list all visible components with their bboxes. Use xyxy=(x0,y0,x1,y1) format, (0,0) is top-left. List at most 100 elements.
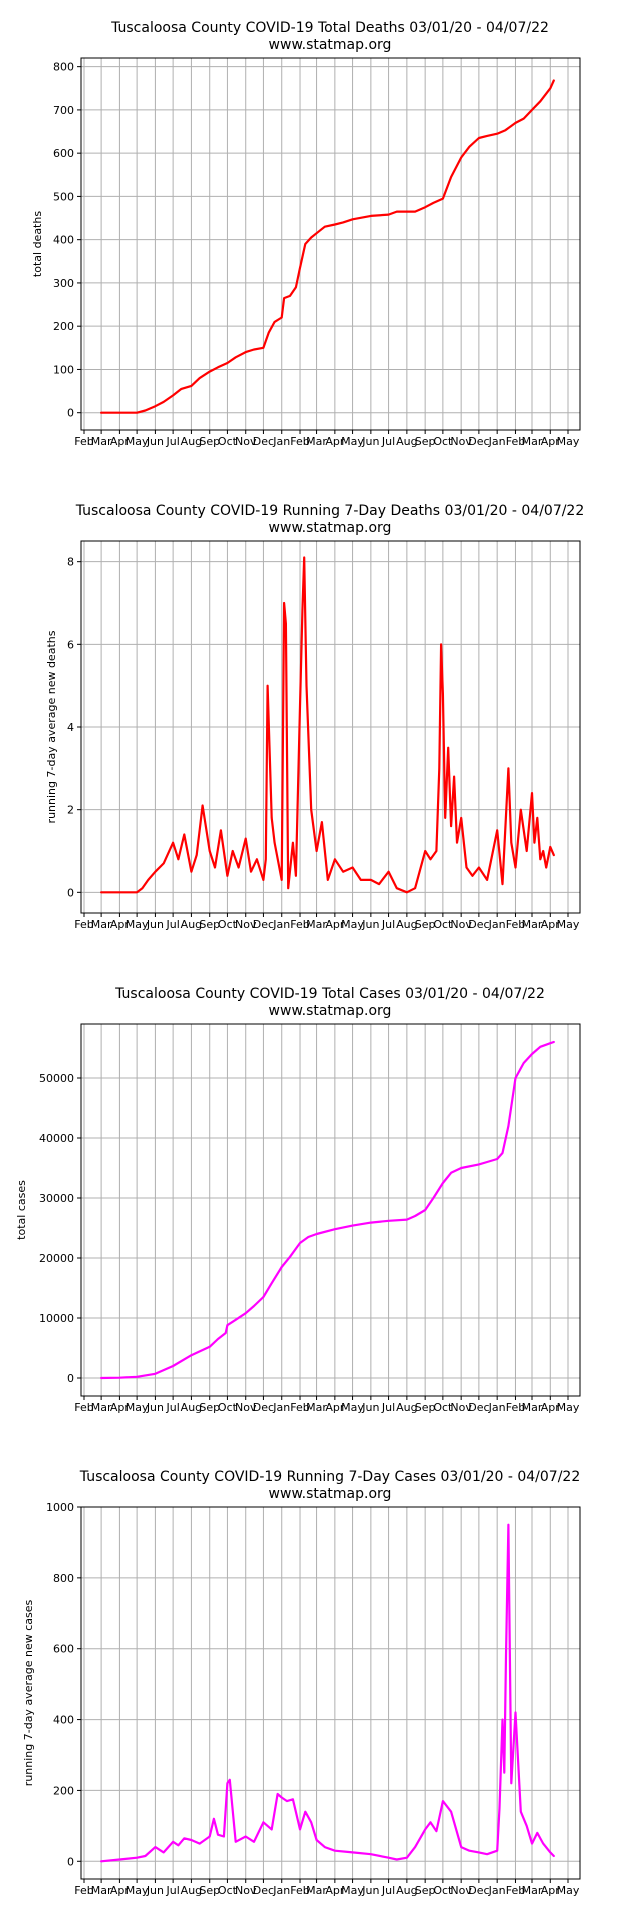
x-tick-label: Dec xyxy=(468,435,489,448)
x-tick-label: Oct xyxy=(433,918,453,931)
x-tick-label: Apr xyxy=(110,435,130,448)
chart-subtitle: www.statmap.org xyxy=(269,37,392,53)
x-tick-label: Jun xyxy=(146,1884,164,1897)
x-tick-label: May xyxy=(557,918,580,931)
x-tick-label: May xyxy=(126,918,149,931)
x-tick-label: Mar xyxy=(91,1884,112,1897)
y-tick-label: 1000 xyxy=(46,1501,74,1514)
plot-frame xyxy=(80,1506,581,1880)
x-tick-label: May xyxy=(126,435,149,448)
x-tick-label: Mar xyxy=(91,435,112,448)
y-tick-label: 0 xyxy=(67,1855,74,1868)
x-tick-label: Nov xyxy=(235,1401,257,1414)
series-line xyxy=(99,1040,555,1380)
x-tick-label: May xyxy=(557,435,580,448)
x-tick-label: Jan xyxy=(272,1401,290,1414)
x-tick-label: Oct xyxy=(433,435,453,448)
x-tick-label: Sep xyxy=(199,918,220,931)
chart-title: Tuscaloosa County COVID-19 Total Cases 0… xyxy=(114,986,545,1002)
chart-total-cases: Tuscaloosa County COVID-19 Total Cases 0… xyxy=(15,986,581,1414)
x-tick-label: Jul xyxy=(381,435,395,448)
chart-title: Tuscaloosa County COVID-19 Running 7-Day… xyxy=(75,503,585,519)
plot-frame xyxy=(80,540,581,914)
x-tick-label: Jan xyxy=(272,1884,290,1897)
y-tick-label: 800 xyxy=(53,1572,74,1585)
x-tick-label: Sep xyxy=(415,1401,436,1414)
x-tick-label: Jun xyxy=(361,1401,379,1414)
x-tick-label: Jan xyxy=(488,1401,506,1414)
series-line xyxy=(99,79,555,414)
x-tick-label: Nov xyxy=(450,918,472,931)
plot-frame xyxy=(80,57,581,431)
x-tick-label: Apr xyxy=(325,1884,345,1897)
x-tick-label: Jun xyxy=(361,918,379,931)
x-tick-label: Apr xyxy=(325,1401,345,1414)
y-tick-label: 200 xyxy=(53,320,74,333)
x-tick-label: Aug xyxy=(181,918,202,931)
chart-title: Tuscaloosa County COVID-19 Running 7-Day… xyxy=(79,1469,580,1485)
x-tick-label: May xyxy=(341,918,364,931)
x-tick-label: Oct xyxy=(218,435,238,448)
x-tick-label: Oct xyxy=(218,1401,238,1414)
x-tick-label: Feb xyxy=(506,1884,525,1897)
chart-total-deaths: Tuscaloosa County COVID-19 Total Deaths … xyxy=(31,20,581,448)
x-tick-label: May xyxy=(341,435,364,448)
x-tick-label: Sep xyxy=(415,435,436,448)
y-tick-label: 600 xyxy=(53,1643,74,1656)
y-axis-label: total cases xyxy=(15,1180,28,1240)
x-tick-label: Dec xyxy=(468,1401,489,1414)
x-tick-label: Mar xyxy=(522,1884,543,1897)
x-tick-label: Apr xyxy=(110,1401,130,1414)
x-tick-label: Nov xyxy=(235,435,257,448)
chart-title: Tuscaloosa County COVID-19 Total Deaths … xyxy=(110,20,549,36)
x-tick-label: Aug xyxy=(396,918,417,931)
x-tick-label: Feb xyxy=(506,1401,525,1414)
x-tick-label: Nov xyxy=(235,1884,257,1897)
x-tick-label: Sep xyxy=(199,1401,220,1414)
x-tick-label: Feb xyxy=(506,918,525,931)
x-tick-label: Aug xyxy=(396,1401,417,1414)
x-tick-label: Jan xyxy=(488,435,506,448)
x-tick-label: May xyxy=(341,1884,364,1897)
x-tick-label: Nov xyxy=(450,1884,472,1897)
x-tick-label: Aug xyxy=(181,435,202,448)
y-tick-label: 0 xyxy=(67,1372,74,1385)
x-tick-label: Oct xyxy=(218,1884,238,1897)
x-tick-label: Feb xyxy=(74,1884,93,1897)
y-axis-label: running 7-day average new cases xyxy=(22,1600,35,1787)
x-tick-label: Jan xyxy=(272,435,290,448)
x-tick-label: May xyxy=(126,1401,149,1414)
x-tick-label: Dec xyxy=(468,918,489,931)
chart-running-deaths: Tuscaloosa County COVID-19 Running 7-Day… xyxy=(45,503,584,931)
y-tick-label: 600 xyxy=(53,147,74,160)
x-tick-label: Apr xyxy=(541,435,561,448)
x-tick-label: Jun xyxy=(146,918,164,931)
x-tick-label: Sep xyxy=(199,1884,220,1897)
x-tick-label: Sep xyxy=(199,435,220,448)
x-tick-label: Nov xyxy=(450,435,472,448)
y-axis-label: running 7-day average new deaths xyxy=(45,630,58,823)
x-tick-label: Mar xyxy=(306,435,327,448)
y-tick-label: 400 xyxy=(53,1714,74,1727)
x-tick-label: Dec xyxy=(253,1401,274,1414)
x-tick-label: May xyxy=(557,1401,580,1414)
x-tick-label: Mar xyxy=(91,1401,112,1414)
x-tick-label: Aug xyxy=(181,1401,202,1414)
y-tick-label: 10000 xyxy=(39,1312,74,1325)
x-tick-label: Dec xyxy=(253,1884,274,1897)
x-tick-label: Jul xyxy=(165,435,179,448)
y-tick-label: 40000 xyxy=(39,1132,74,1145)
chart-running-cases: Tuscaloosa County COVID-19 Running 7-Day… xyxy=(22,1469,581,1897)
x-tick-label: Jun xyxy=(361,435,379,448)
x-tick-label: Jun xyxy=(146,1401,164,1414)
y-tick-label: 4 xyxy=(67,721,74,734)
x-tick-label: Aug xyxy=(396,435,417,448)
y-tick-label: 400 xyxy=(53,234,74,247)
x-tick-label: Jul xyxy=(165,1884,179,1897)
x-tick-label: Jul xyxy=(381,1884,395,1897)
y-tick-label: 6 xyxy=(67,638,74,651)
x-tick-label: Jul xyxy=(165,1401,179,1414)
x-tick-label: Jun xyxy=(361,1884,379,1897)
